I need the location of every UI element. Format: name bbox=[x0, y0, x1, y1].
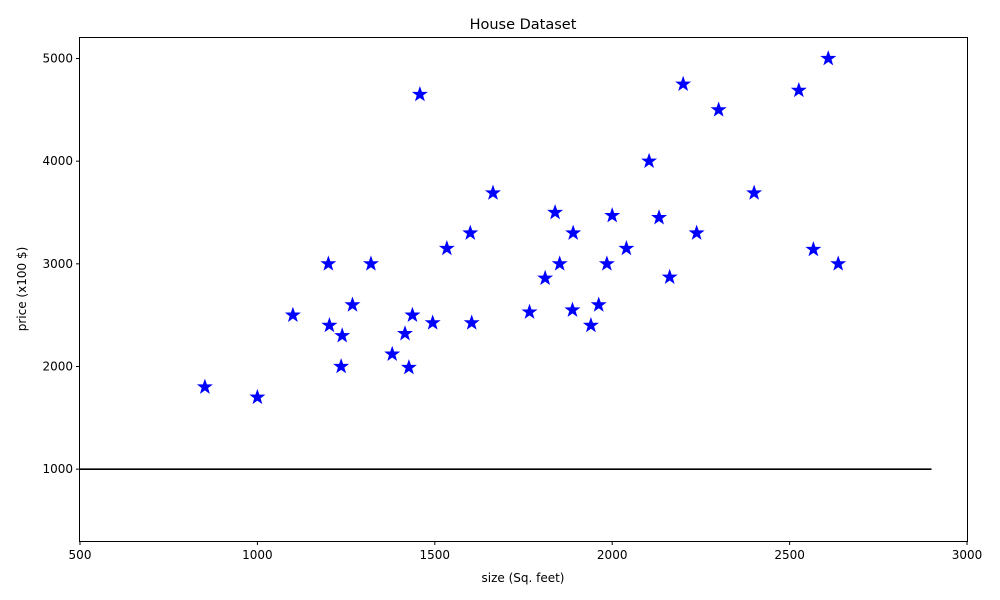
data-point-13 bbox=[411, 86, 428, 102]
plot-area bbox=[80, 50, 932, 470]
data-point-3 bbox=[320, 255, 337, 271]
data-point-2 bbox=[284, 306, 301, 322]
y-axis: 1000 2000 3000 4000 5000 bbox=[42, 52, 80, 476]
x-tick-label-1: 1000 bbox=[242, 548, 273, 562]
plot-frame bbox=[79, 37, 968, 542]
data-point-24 bbox=[565, 224, 582, 240]
y-tick-label-1: 2000 bbox=[42, 359, 73, 373]
data-point-11 bbox=[400, 359, 417, 375]
data-point-10 bbox=[397, 325, 413, 341]
x-tick-label-2: 1500 bbox=[420, 548, 451, 562]
x-tick-label-3: 2000 bbox=[597, 548, 628, 562]
data-point-31 bbox=[651, 209, 668, 225]
data-point-21 bbox=[547, 204, 564, 220]
data-point-29 bbox=[618, 240, 635, 256]
data-point-34 bbox=[688, 224, 705, 240]
data-point-7 bbox=[344, 296, 361, 312]
data-point-23 bbox=[564, 301, 581, 317]
x-tick-label-0: 500 bbox=[69, 548, 92, 562]
data-point-25 bbox=[582, 317, 599, 333]
data-point-32 bbox=[661, 268, 678, 284]
data-point-0 bbox=[196, 378, 213, 394]
data-point-14 bbox=[424, 314, 441, 330]
data-point-40 bbox=[830, 255, 847, 271]
data-point-15 bbox=[438, 240, 455, 256]
y-tick-label-0: 1000 bbox=[42, 462, 73, 476]
data-point-38 bbox=[805, 241, 822, 257]
data-point-36 bbox=[746, 184, 763, 200]
data-point-27 bbox=[598, 255, 615, 271]
x-axis-label: size (Sq. feet) bbox=[481, 571, 564, 585]
data-point-5 bbox=[333, 358, 350, 374]
data-point-37 bbox=[790, 81, 807, 98]
data-point-17 bbox=[463, 314, 480, 330]
data-point-33 bbox=[675, 75, 692, 91]
data-point-18 bbox=[484, 184, 501, 200]
chart-title: House Dataset bbox=[470, 17, 577, 33]
x-tick-label-4: 2500 bbox=[774, 548, 805, 562]
data-point-35 bbox=[710, 101, 727, 117]
x-tick-label-5: 3000 bbox=[952, 548, 983, 562]
y-tick-label-3: 4000 bbox=[42, 154, 73, 168]
y-axis-label: price (x100 $) bbox=[15, 247, 29, 332]
x-axis: 500 1000 1500 2000 2500 3000 bbox=[69, 541, 983, 562]
data-point-4 bbox=[321, 317, 338, 333]
data-point-26 bbox=[590, 296, 607, 312]
data-point-12 bbox=[404, 306, 421, 322]
data-point-20 bbox=[537, 269, 554, 286]
data-point-19 bbox=[521, 303, 538, 319]
data-point-9 bbox=[384, 345, 401, 361]
data-point-28 bbox=[604, 207, 621, 223]
data-point-6 bbox=[334, 327, 351, 343]
data-point-39 bbox=[820, 50, 837, 66]
data-point-30 bbox=[641, 152, 658, 168]
y-tick-label-4: 5000 bbox=[42, 52, 73, 66]
data-point-16 bbox=[462, 224, 479, 240]
data-point-8 bbox=[362, 255, 379, 271]
data-point-22 bbox=[551, 255, 568, 271]
data-point-1 bbox=[249, 388, 266, 405]
y-tick-label-2: 3000 bbox=[42, 257, 73, 271]
